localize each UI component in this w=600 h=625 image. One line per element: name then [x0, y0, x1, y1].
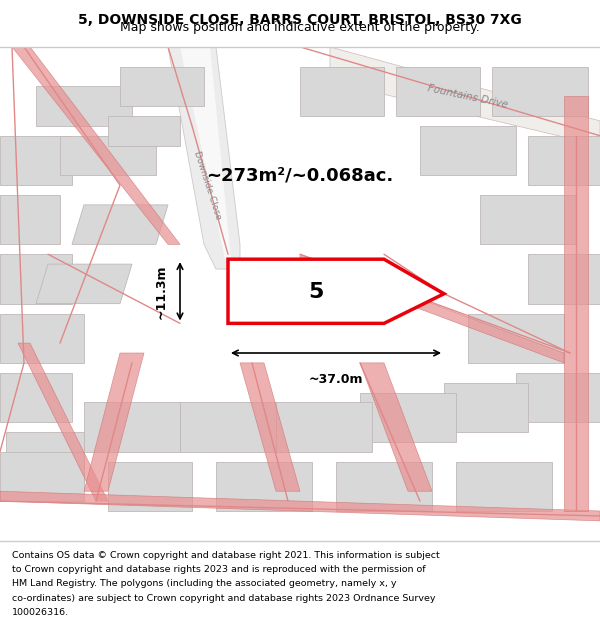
Polygon shape	[0, 254, 72, 304]
Polygon shape	[60, 136, 156, 175]
Polygon shape	[528, 254, 600, 304]
Polygon shape	[84, 353, 144, 491]
Polygon shape	[84, 402, 180, 452]
Polygon shape	[216, 462, 312, 511]
Polygon shape	[276, 402, 372, 452]
Polygon shape	[6, 432, 84, 481]
Text: to Crown copyright and database rights 2023 and is reproduced with the permissio: to Crown copyright and database rights 2…	[12, 565, 425, 574]
Text: Contains OS data © Crown copyright and database right 2021. This information is : Contains OS data © Crown copyright and d…	[12, 551, 440, 560]
Polygon shape	[0, 314, 84, 363]
Polygon shape	[180, 47, 231, 259]
Polygon shape	[480, 195, 576, 244]
Polygon shape	[36, 86, 132, 126]
Text: ~37.0m: ~37.0m	[309, 372, 363, 386]
Polygon shape	[300, 254, 564, 363]
Polygon shape	[492, 67, 588, 116]
Polygon shape	[468, 314, 564, 363]
Polygon shape	[108, 116, 180, 146]
Polygon shape	[396, 67, 480, 116]
Polygon shape	[420, 126, 516, 175]
Polygon shape	[36, 264, 132, 304]
Text: 5: 5	[308, 282, 323, 302]
Polygon shape	[120, 67, 204, 106]
Text: Fountains Drive: Fountains Drive	[427, 83, 509, 109]
Polygon shape	[528, 136, 600, 185]
Polygon shape	[456, 462, 552, 511]
Polygon shape	[0, 195, 60, 244]
Polygon shape	[0, 372, 72, 422]
Polygon shape	[336, 462, 432, 511]
Polygon shape	[300, 67, 384, 116]
Polygon shape	[516, 372, 600, 422]
Polygon shape	[564, 96, 588, 511]
Polygon shape	[360, 392, 456, 442]
Text: co-ordinates) are subject to Crown copyright and database rights 2023 Ordnance S: co-ordinates) are subject to Crown copyr…	[12, 594, 436, 602]
Text: Downside Close: Downside Close	[191, 149, 223, 221]
Polygon shape	[18, 343, 108, 501]
Polygon shape	[444, 382, 528, 432]
Polygon shape	[72, 205, 168, 244]
Polygon shape	[0, 491, 600, 521]
Text: Map shows position and indicative extent of the property.: Map shows position and indicative extent…	[120, 21, 480, 34]
Polygon shape	[108, 462, 192, 511]
Polygon shape	[0, 452, 84, 501]
Polygon shape	[12, 47, 180, 244]
Polygon shape	[330, 47, 600, 146]
Polygon shape	[228, 259, 444, 323]
Text: ~11.3m: ~11.3m	[155, 264, 168, 319]
Text: HM Land Registry. The polygons (including the associated geometry, namely x, y: HM Land Registry. The polygons (includin…	[12, 579, 397, 589]
Polygon shape	[180, 402, 276, 452]
Polygon shape	[0, 136, 72, 185]
Text: 100026316.: 100026316.	[12, 608, 69, 617]
Polygon shape	[168, 47, 240, 269]
Text: 5, DOWNSIDE CLOSE, BARRS COURT, BRISTOL, BS30 7XG: 5, DOWNSIDE CLOSE, BARRS COURT, BRISTOL,…	[78, 13, 522, 27]
Text: ~273m²/~0.068ac.: ~273m²/~0.068ac.	[206, 166, 394, 184]
Polygon shape	[360, 363, 432, 491]
Polygon shape	[240, 363, 300, 491]
